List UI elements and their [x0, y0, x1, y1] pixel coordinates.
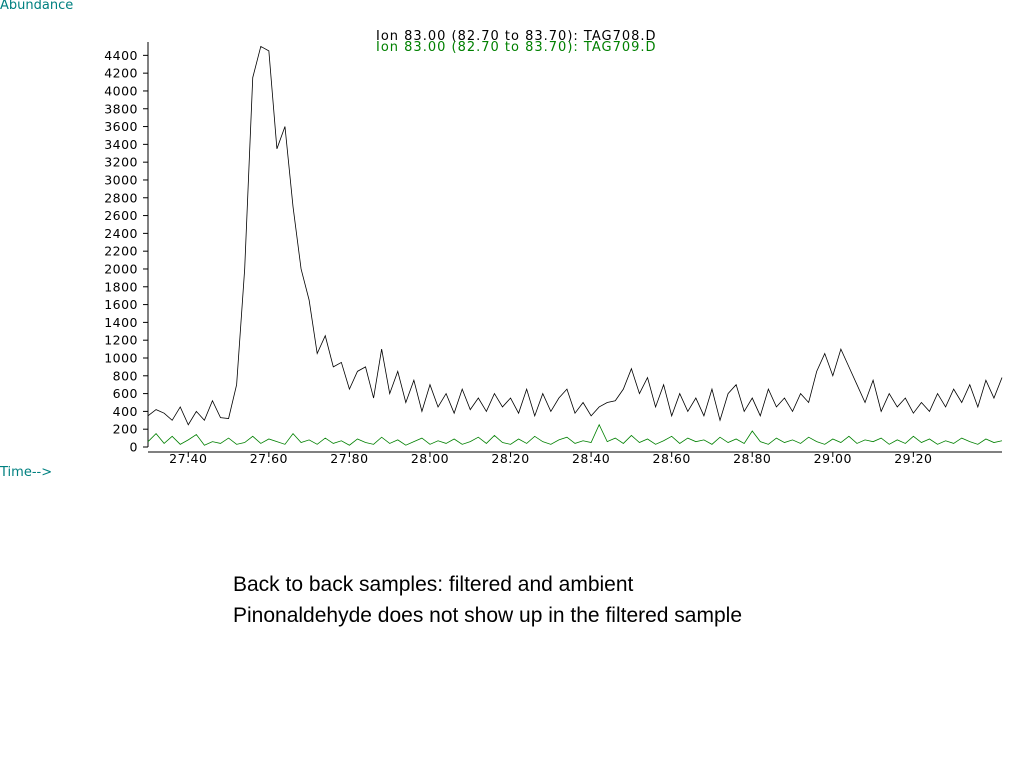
y-tick-label: 2200	[104, 244, 138, 259]
x-tick-label: 28.80	[733, 451, 771, 466]
legend-entry: Ion 83.00 (82.70 to 83.70): TAG709.D	[376, 40, 657, 55]
series-line	[147, 423, 1003, 446]
y-tick-label: 3000	[104, 172, 138, 187]
caption: Back to back samples: filtered and ambie…	[233, 573, 634, 596]
y-tick-label: 3800	[104, 101, 138, 116]
y-tick-label: 200	[113, 422, 138, 437]
y-tick-label: 3400	[104, 137, 138, 152]
y-tick-label: 1400	[104, 315, 138, 330]
y-tick-label: 3200	[104, 155, 138, 170]
series-line	[147, 45, 1003, 426]
y-tick-label: 1800	[104, 279, 138, 294]
y-tick-label: 1000	[104, 350, 138, 365]
x-tick-label: 27.40	[169, 451, 207, 466]
y-tick-label: 2000	[104, 261, 138, 276]
y-tick-label: 0	[130, 440, 138, 455]
y-axis-label: Abundance	[0, 0, 73, 13]
y-tick-label: 600	[113, 386, 138, 401]
y-tick-label: 800	[113, 368, 138, 383]
y-tick-label: 1600	[104, 297, 138, 312]
y-tick-label: 2800	[104, 190, 138, 205]
caption: Pinonaldehyde does not show up in the fi…	[233, 604, 742, 627]
x-tick-label: 28.60	[653, 451, 691, 466]
x-tick-label: 29.20	[894, 451, 932, 466]
y-tick-label: 4400	[104, 48, 138, 63]
x-tick-label: 28.00	[411, 451, 449, 466]
x-tick-label: 27.80	[330, 451, 368, 466]
y-tick-label: 4000	[104, 83, 138, 98]
y-tick-label: 1200	[104, 333, 138, 348]
y-tick-label: 4200	[104, 66, 138, 81]
x-tick-label: 27.60	[250, 451, 288, 466]
y-tick-label: 2400	[104, 226, 138, 241]
x-tick-label: 29.00	[814, 451, 852, 466]
x-tick-label: 28.40	[572, 451, 610, 466]
y-tick-label: 3600	[104, 119, 138, 134]
x-tick-label: 28.20	[491, 451, 529, 466]
y-tick-label: 400	[113, 404, 138, 419]
y-tick-label: 2600	[104, 208, 138, 223]
legend-entry: Ion 83.00 (82.70 to 83.70): TAG708.D	[376, 29, 657, 44]
x-axis-label: Time-->	[0, 465, 52, 480]
